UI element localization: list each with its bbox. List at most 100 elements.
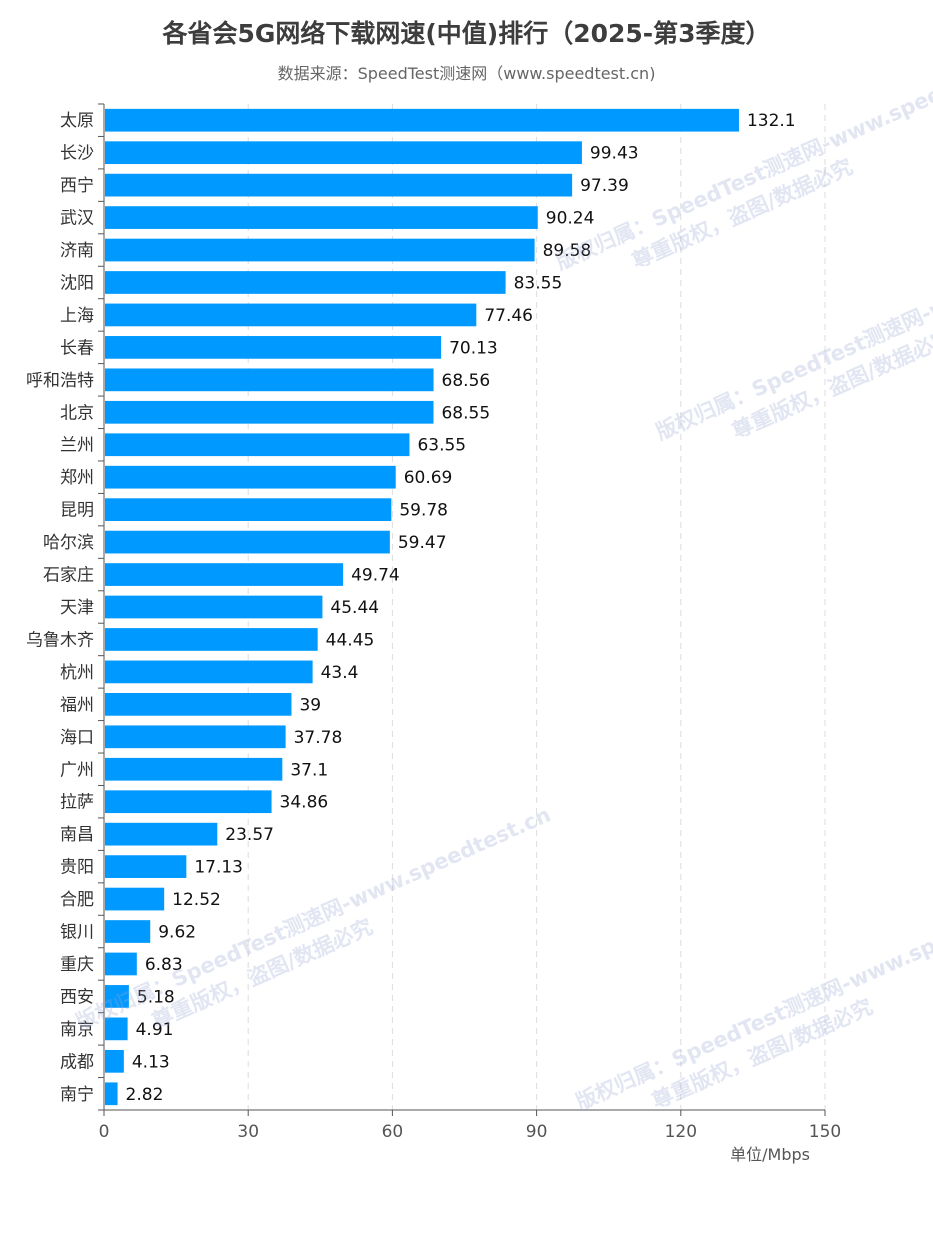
value-label: 23.57 [225,825,274,845]
category-label: 海口 [60,728,94,748]
bar [105,920,151,943]
x-tick-label: 0 [99,1122,110,1142]
category-label: 昆明 [60,501,94,521]
watermark-block: 版权归属：SpeedTest测速网-www.speedtest.cn尊重版权，盗… [572,882,933,1114]
value-label: 77.46 [484,306,533,326]
value-label: 17.13 [194,858,243,878]
bar [105,498,392,522]
bar [105,141,582,165]
value-label: 89.58 [543,241,592,261]
bar [105,595,323,619]
category-label: 广州 [60,760,94,780]
value-label: 39 [299,695,321,715]
bar [105,725,286,749]
x-tick-label: 90 [526,1122,548,1142]
value-label: 132.1 [747,111,796,131]
value-label: 97.39 [580,176,629,196]
bar [105,692,292,716]
value-label: 68.56 [442,371,491,391]
value-label: 68.55 [441,403,490,423]
value-label: 63.55 [417,436,466,456]
value-label: 43.4 [321,663,359,683]
category-label: 合肥 [60,890,94,910]
bar [105,1082,118,1106]
bar [105,822,218,846]
category-label: 杭州 [60,663,94,683]
category-label: 长沙 [60,144,94,164]
value-label: 99.43 [590,144,639,164]
bar [105,368,434,392]
value-label: 6.83 [145,955,183,975]
bar [105,790,272,814]
watermark-block: 版权归属：SpeedTest测速网-www.speedtest.cn尊重版权，盗… [652,212,933,444]
bar [105,1049,124,1073]
bar [105,530,390,554]
category-label: 西宁 [60,176,94,196]
bar [105,238,535,262]
category-label: 上海 [60,306,94,326]
bar [105,952,137,976]
watermark-block: 版权归属：SpeedTest测速网-www.speedtest.cn尊重版权，盗… [552,42,933,274]
category-label: 拉萨 [60,793,94,813]
x-tick-label: 150 [809,1122,841,1142]
bar [105,887,165,911]
value-label: 37.78 [294,728,343,748]
axes [98,103,826,1116]
category-label: 哈尔滨 [43,533,94,553]
bar [105,433,410,457]
chart-title: 各省会5G网络下载网速(中值)排行（2025-第3季度） [162,19,771,48]
value-label: 9.62 [158,923,196,943]
category-label: 呼和浩特 [26,371,94,391]
bar [105,108,739,132]
value-label: 12.52 [172,890,221,910]
category-label: 沈阳 [60,273,94,293]
bar [105,206,538,229]
value-label: 44.45 [326,630,375,650]
value-label: 59.78 [399,501,448,521]
category-label: 长春 [60,338,94,358]
category-label: 武汉 [60,209,94,229]
labels: 太原 132.1 长沙 99.43 西宁 97.39 武汉 90.24 济南 89.58 沈阳 83.… [26,111,841,1164]
value-label: 59.47 [398,533,447,553]
value-label: 49.74 [351,566,400,586]
category-label: 福州 [60,695,94,715]
bar [105,628,318,651]
x-tick-label: 60 [382,1122,404,1142]
bar [105,1017,128,1041]
bar [105,855,187,878]
category-label: 太原 [60,111,94,131]
value-label: 5.18 [137,987,175,1007]
category-label: 乌鲁木齐 [26,630,94,650]
category-label: 西安 [60,987,94,1007]
category-label: 南昌 [60,825,94,845]
watermark-line: 版权归属：SpeedTest测速网-www.speedtest.cn [572,882,933,1114]
value-label: 45.44 [330,598,379,618]
bar [105,757,283,781]
value-label: 37.1 [290,760,328,780]
value-label: 90.24 [546,209,595,229]
category-label: 济南 [60,241,94,261]
bars [105,108,739,1106]
category-label: 成都 [60,1052,94,1072]
category-label: 银川 [60,923,94,943]
x-tick-label: 120 [665,1122,697,1142]
value-label: 4.91 [136,1020,174,1040]
bar [105,173,573,197]
value-label: 70.13 [449,338,498,358]
bar [105,563,344,586]
bar [105,271,506,294]
bar [105,985,129,1008]
x-tick-label: 30 [237,1122,259,1142]
category-label: 兰州 [60,436,94,456]
category-label: 郑州 [60,468,94,488]
category-label: 天津 [60,598,94,618]
bar [105,336,442,359]
category-label: 南京 [60,1020,94,1040]
category-label: 南宁 [60,1085,94,1105]
value-label: 4.13 [132,1052,170,1072]
category-label: 重庆 [60,955,94,975]
category-label: 石家庄 [43,566,94,586]
chart-subtitle: 数据来源：SpeedTest测速网（www.speedtest.cn) [277,64,656,83]
value-label: 83.55 [514,273,563,293]
